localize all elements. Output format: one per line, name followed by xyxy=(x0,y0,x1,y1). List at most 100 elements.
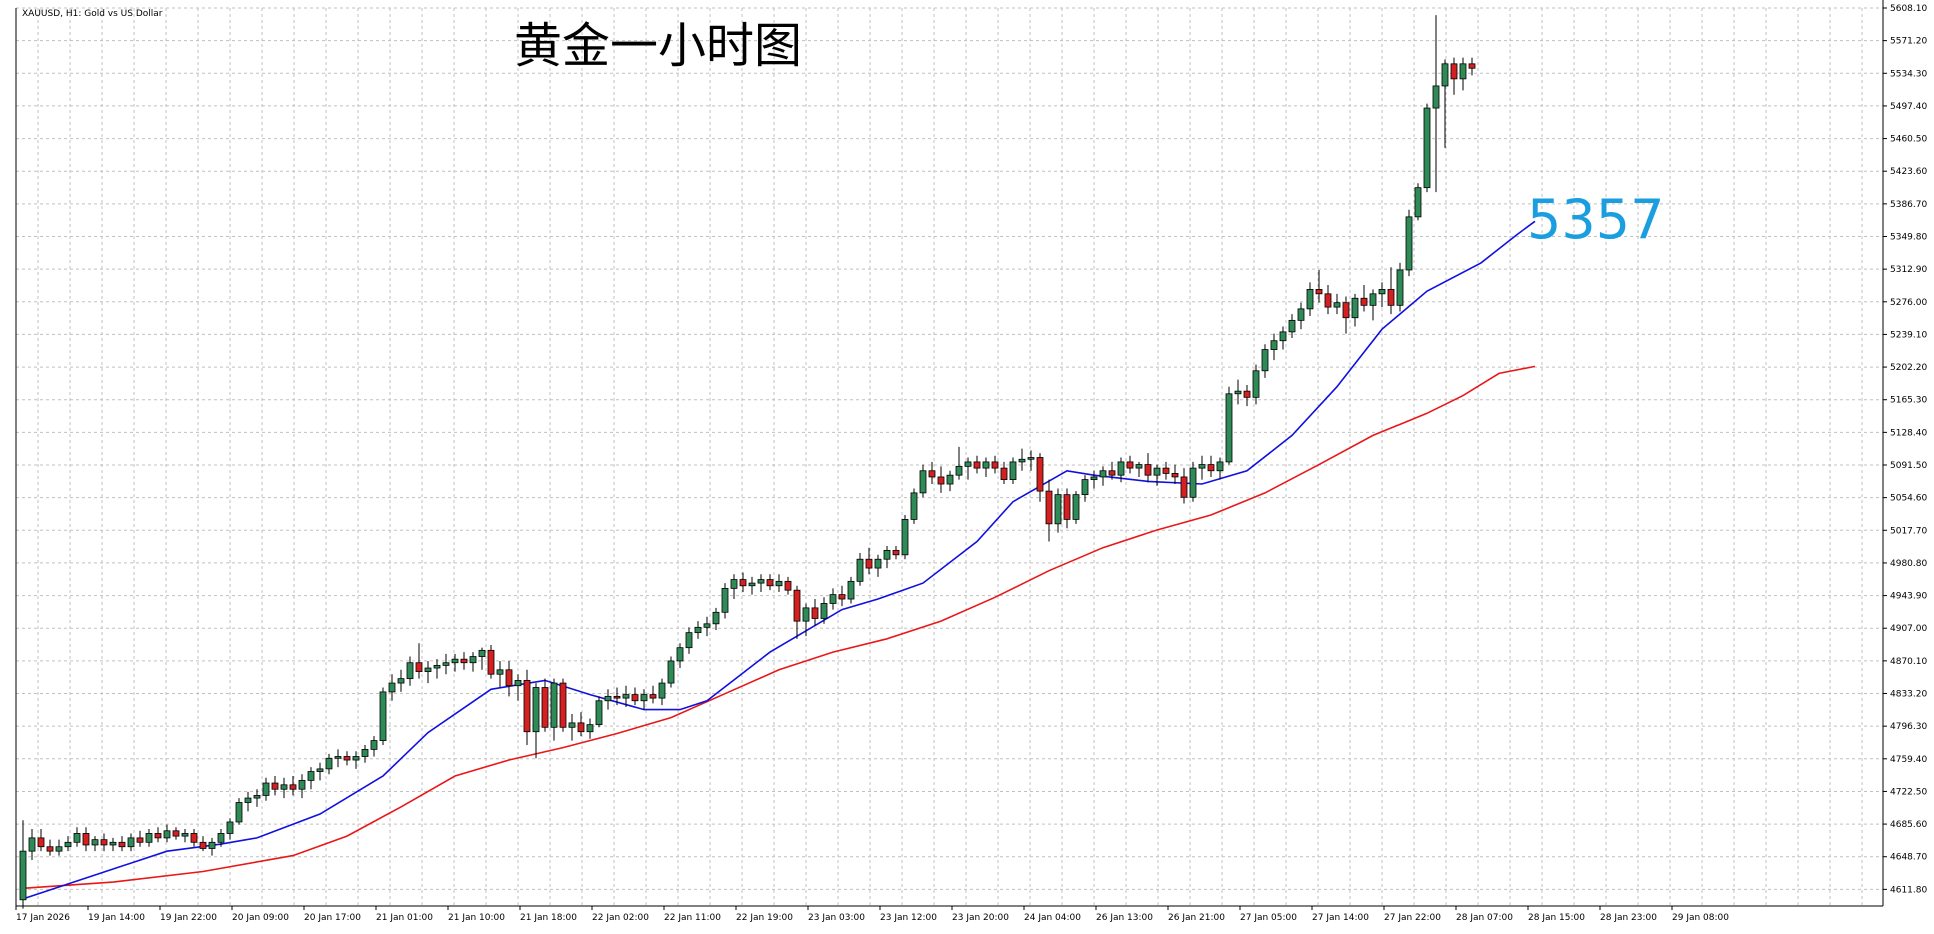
candle xyxy=(199,836,207,852)
candle xyxy=(1207,455,1215,477)
candle-body-bull xyxy=(1297,308,1305,321)
y-tick-label: 4759.40 xyxy=(1890,755,1927,765)
candle xyxy=(991,455,999,474)
candle xyxy=(217,829,225,847)
x-tick-label: 27 Jan 05:00 xyxy=(1240,913,1297,923)
candle xyxy=(208,837,216,856)
y-tick-label: 5460.50 xyxy=(1890,135,1927,145)
candle xyxy=(1333,293,1341,315)
candle-body-bull xyxy=(1414,187,1422,218)
candle xyxy=(604,689,612,710)
candle xyxy=(55,839,63,856)
y-tick-label: 5239.10 xyxy=(1890,330,1927,340)
candle-body-bear xyxy=(190,833,198,843)
candle xyxy=(1153,464,1161,486)
x-axis-ticks: 17 Jan 2026 19 Jan 14:00 19 Jan 22:00 20 Ja… xyxy=(15,906,1729,923)
candle xyxy=(1243,384,1251,407)
candle xyxy=(361,744,369,763)
candle-body-bull xyxy=(595,700,603,726)
candle xyxy=(955,446,963,480)
candle xyxy=(181,829,189,843)
candle xyxy=(1135,461,1143,477)
candle xyxy=(1252,364,1260,405)
candle xyxy=(676,643,684,669)
candle-body-bull xyxy=(856,558,864,582)
grid-lines xyxy=(16,7,1883,906)
candle-body-bear xyxy=(613,695,621,699)
candle-body-bear xyxy=(1180,476,1188,498)
candle xyxy=(1378,282,1386,308)
x-tick-label: 22 Jan 11:00 xyxy=(664,913,721,923)
candle-body-bull xyxy=(433,664,441,669)
candle-body-bull xyxy=(676,647,684,662)
candle-body-bear xyxy=(1126,461,1134,469)
candle-body-bull xyxy=(604,695,612,702)
candle-body-bull xyxy=(964,461,972,467)
candle xyxy=(1045,479,1053,542)
candle-body-bull xyxy=(235,802,243,823)
candle xyxy=(388,674,396,701)
candle-body-bull xyxy=(1018,458,1026,463)
y-tick-label: 5497.40 xyxy=(1890,102,1927,112)
x-tick-label: 28 Jan 15:00 xyxy=(1528,913,1585,923)
candle xyxy=(1000,461,1008,485)
candle-body-bull xyxy=(1396,269,1404,306)
candle-body-bear xyxy=(1360,297,1368,306)
candle xyxy=(343,751,351,766)
candle xyxy=(505,660,513,697)
candle xyxy=(757,574,765,592)
candle-body-bull xyxy=(127,837,135,848)
candle xyxy=(667,656,675,688)
candle xyxy=(829,588,837,610)
candle-body-bull xyxy=(316,768,324,772)
candle xyxy=(1324,284,1332,315)
candle-body-bull xyxy=(982,461,990,469)
candle xyxy=(1027,450,1035,471)
y-tick-label: 5091.50 xyxy=(1890,461,1927,471)
candle-body-bull xyxy=(667,660,675,684)
y-tick-label: 5017.70 xyxy=(1890,526,1927,536)
candle-body-bear xyxy=(1387,289,1395,306)
y-tick-label: 5276.00 xyxy=(1890,298,1927,308)
candle-body-bull xyxy=(883,549,891,560)
candle-body-bear xyxy=(136,837,144,843)
candle-body-bull xyxy=(1378,289,1386,295)
axes xyxy=(15,0,1884,907)
x-tick-label: 20 Jan 17:00 xyxy=(304,913,361,923)
candle xyxy=(532,683,540,759)
candle-body-bull xyxy=(514,680,522,687)
x-tick-label: 28 Jan 07:00 xyxy=(1456,913,1513,923)
candle-body-bull xyxy=(361,749,369,757)
candle xyxy=(937,466,945,493)
y-tick-label: 4943.90 xyxy=(1890,592,1927,602)
candle-body-bull xyxy=(280,784,288,790)
candle-body-bear xyxy=(838,594,846,600)
candle xyxy=(397,669,405,692)
candle-body-bear xyxy=(1324,293,1332,308)
candle xyxy=(1072,491,1080,524)
candle xyxy=(694,621,702,639)
candle xyxy=(1225,386,1233,465)
candle xyxy=(334,749,342,768)
price-annotation: 5357 xyxy=(1527,188,1664,251)
candle-body-bull xyxy=(1423,107,1431,189)
candle-body-bull xyxy=(820,603,828,619)
candle-body-bull xyxy=(424,667,432,672)
candle-body-bear xyxy=(1468,63,1476,69)
x-tick-label: 21 Jan 10:00 xyxy=(448,913,505,923)
candle-body-bull xyxy=(307,771,315,781)
candle xyxy=(1306,282,1314,316)
candle xyxy=(289,775,297,796)
candle xyxy=(775,574,783,592)
candle xyxy=(1261,344,1269,378)
x-tick-label: 24 Jan 04:00 xyxy=(1024,913,1081,923)
candle xyxy=(487,645,495,679)
y-tick-label: 4796.30 xyxy=(1890,722,1927,732)
candle xyxy=(1126,455,1134,474)
candle xyxy=(109,837,117,852)
candle-body-bull xyxy=(181,833,189,837)
candle xyxy=(559,678,567,732)
y-tick-label: 4648.70 xyxy=(1890,853,1927,863)
candle xyxy=(1198,455,1206,480)
candle-body-bull xyxy=(910,492,918,520)
